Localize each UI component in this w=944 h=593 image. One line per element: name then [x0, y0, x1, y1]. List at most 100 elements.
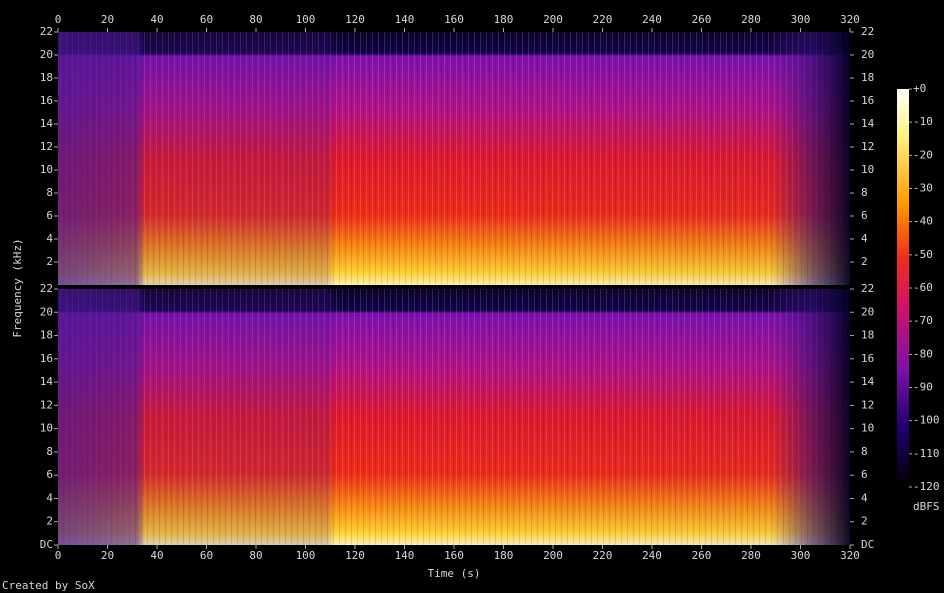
- colorbar-label: dBFS: [913, 500, 940, 513]
- colorbar-tick-label: -40: [913, 215, 933, 228]
- x-tick-label: 60: [200, 13, 213, 26]
- y-tick-label: 16: [40, 94, 53, 107]
- y-tick-label: 2: [861, 515, 868, 528]
- colorbar-tick-label: -10: [913, 115, 933, 128]
- x-tick-label: 240: [642, 549, 662, 562]
- x-tick-label: 40: [150, 13, 163, 26]
- x-tick-label: 60: [200, 549, 213, 562]
- y-tick-label: 14: [861, 117, 875, 130]
- y-tick-label: 8: [861, 186, 868, 199]
- y-tick-label: 12: [40, 398, 53, 411]
- y-tick-label: 18: [40, 329, 53, 342]
- y-tick-label: 10: [861, 422, 874, 435]
- footer: Created by SoX: [2, 579, 95, 592]
- y-tick-label: 20: [861, 48, 874, 61]
- x-tick-label: 320: [840, 13, 860, 26]
- y-tick-label: 4: [46, 232, 53, 245]
- y-tick-label: 20: [40, 305, 53, 318]
- x-tick-label: 20: [101, 13, 114, 26]
- colorbar-tick-label: -90: [913, 381, 933, 394]
- y-tick-label: 8: [46, 186, 53, 199]
- x-tick-label: 320: [840, 549, 860, 562]
- y-tick-label: 20: [40, 48, 53, 61]
- y-tick-label: 16: [861, 94, 874, 107]
- x-tick-label: 80: [249, 549, 262, 562]
- x-tick-label: 260: [692, 13, 712, 26]
- y-tick-label: 2: [46, 515, 53, 528]
- x-tick-label: 100: [296, 549, 316, 562]
- x-tick-label: 200: [543, 13, 563, 26]
- y-tick-label: DC: [40, 538, 53, 551]
- colorbar-tick-label: -100: [913, 414, 940, 427]
- y-tick-label: 10: [40, 163, 53, 176]
- y-tick-label: 2: [861, 255, 868, 268]
- x-tick-label: 120: [345, 13, 365, 26]
- x-tick-label: 120: [345, 549, 365, 562]
- y-tick-label: 12: [861, 398, 874, 411]
- x-tick-label: 40: [150, 549, 163, 562]
- y-tick-label: 14: [40, 375, 54, 388]
- x-tick-label: 220: [593, 549, 613, 562]
- x-tick-label: 280: [741, 13, 761, 26]
- y-tick-label: 18: [861, 71, 874, 84]
- y-tick-label: 20: [861, 305, 874, 318]
- y-tick-label: 4: [46, 491, 53, 504]
- x-tick-label: 160: [444, 13, 464, 26]
- x-tick-label: 280: [741, 549, 761, 562]
- y-tick-label: 2: [46, 255, 53, 268]
- spectrogram-shade: [58, 32, 850, 285]
- x-tick-label: 140: [395, 13, 415, 26]
- colorbar-tick-label: -50: [913, 248, 933, 261]
- y-tick-label: 10: [40, 422, 53, 435]
- y-tick-label: 16: [861, 352, 874, 365]
- y-tick-label: 18: [40, 71, 53, 84]
- x-tick-label: 180: [494, 13, 514, 26]
- y-tick-label: 6: [861, 468, 868, 481]
- y-axis-label: Frequency (kHz): [11, 238, 24, 337]
- y-tick-label: 14: [861, 375, 875, 388]
- y-tick-label: 8: [861, 445, 868, 458]
- x-tick-label: 160: [444, 549, 464, 562]
- y-tick-label: 22: [40, 25, 53, 38]
- x-tick-label: 80: [249, 13, 262, 26]
- y-tick-label: 14: [40, 117, 54, 130]
- x-tick-label: 260: [692, 549, 712, 562]
- y-tick-label: 6: [46, 468, 53, 481]
- y-tick-label: 6: [861, 209, 868, 222]
- colorbar: [897, 89, 909, 487]
- y-tick-label: 12: [861, 140, 874, 153]
- y-tick-label: 6: [46, 209, 53, 222]
- colorbar-tick-label: -110: [913, 447, 940, 460]
- y-tick-label: 4: [861, 232, 868, 245]
- x-tick-label: 100: [296, 13, 316, 26]
- y-tick-label: DC: [861, 538, 874, 551]
- y-tick-label: 4: [861, 491, 868, 504]
- colorbar-tick-label: -20: [913, 148, 933, 161]
- x-tick-label: 20: [101, 549, 114, 562]
- colorbar-tick-label: +0: [913, 82, 926, 95]
- y-tick-label: 8: [46, 445, 53, 458]
- y-tick-label: 22: [40, 282, 53, 295]
- y-tick-label: 18: [861, 329, 874, 342]
- colorbar-tick-label: -120: [913, 480, 940, 493]
- y-tick-label: 10: [861, 163, 874, 176]
- x-axis-label: Time (s): [428, 567, 481, 580]
- x-tick-label: 220: [593, 13, 613, 26]
- colorbar-tick-label: -60: [913, 281, 933, 294]
- y-tick-label: 22: [861, 25, 874, 38]
- x-tick-label: 300: [791, 13, 811, 26]
- x-tick-label: 180: [494, 549, 514, 562]
- colorbar-tick-label: -30: [913, 182, 933, 195]
- x-tick-label: 240: [642, 13, 662, 26]
- colorbar-tick-label: -80: [913, 347, 933, 360]
- spectrogram-shade: [58, 289, 850, 545]
- y-tick-label: 22: [861, 282, 874, 295]
- y-tick-label: 16: [40, 352, 53, 365]
- colorbar-tick-label: -70: [913, 314, 933, 327]
- x-tick-label: 200: [543, 549, 563, 562]
- x-tick-label: 140: [395, 549, 415, 562]
- x-tick-label: 300: [791, 549, 811, 562]
- x-tick-label: 0: [55, 549, 62, 562]
- x-tick-label: 0: [55, 13, 62, 26]
